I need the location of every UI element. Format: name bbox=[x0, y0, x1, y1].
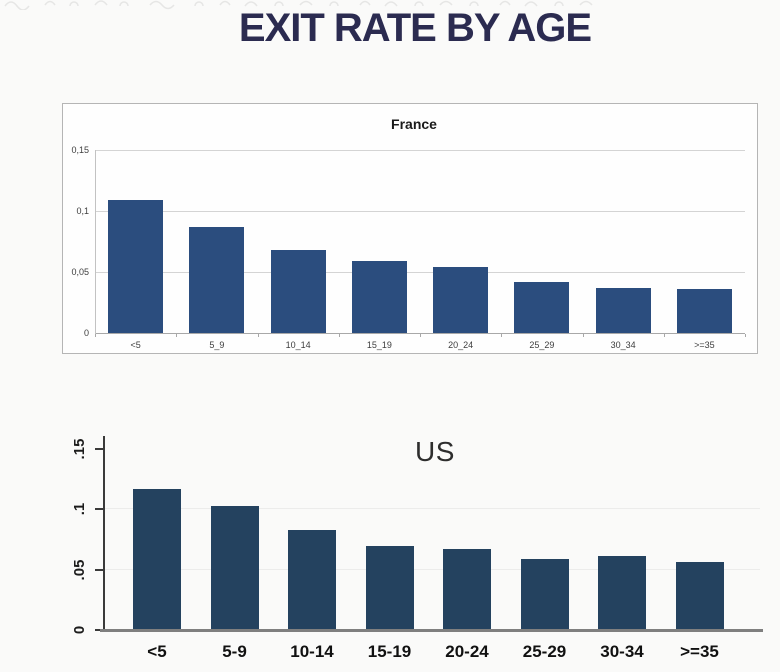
france-bar-10_14 bbox=[270, 250, 326, 333]
france-gridline-0,1 bbox=[95, 211, 745, 212]
us-x-tick-label: 30-34 bbox=[600, 642, 644, 661]
france-y-tick-label: 0,1 bbox=[76, 206, 89, 216]
france-x-tick-label: <5 bbox=[130, 340, 141, 350]
france-baseline bbox=[95, 333, 745, 334]
france-gridline-0,05 bbox=[95, 272, 745, 273]
france-x-tick-label: 15_19 bbox=[366, 340, 392, 350]
cropped-handwriting-artifact bbox=[4, 0, 593, 10]
france-x-tick-label: 30_34 bbox=[610, 340, 636, 350]
us-bar-20-24 bbox=[443, 549, 491, 629]
us-y-tick-label: .1 bbox=[71, 502, 88, 516]
france-x-axis-tick bbox=[338, 334, 340, 337]
france-x-axis-tick bbox=[501, 334, 503, 337]
us-bar-15-19 bbox=[365, 545, 414, 629]
france-x-tick-label: >=35 bbox=[694, 340, 715, 350]
france-chart-panel bbox=[62, 103, 758, 354]
us-bar-5-9 bbox=[210, 505, 259, 629]
us-bar-25-29 bbox=[520, 558, 569, 629]
france-x-axis-tick bbox=[582, 334, 584, 337]
france-chart-title: France bbox=[391, 116, 437, 132]
france-x-tick-label: 20_24 bbox=[448, 340, 474, 350]
us-x-tick-label: 10-14 bbox=[290, 642, 334, 661]
us-x-axis-line bbox=[100, 629, 763, 632]
us-y-tick-label: .15 bbox=[71, 438, 88, 459]
france-gridline-0,15 bbox=[95, 150, 745, 151]
france-x-tick-label: 25_29 bbox=[529, 340, 555, 350]
us-bar-10-14 bbox=[288, 529, 336, 629]
france-bar-20_24 bbox=[433, 267, 489, 333]
us-y-axis-line bbox=[103, 436, 105, 631]
page-title: EXIT RATE BY AGE bbox=[238, 6, 592, 50]
us-y-axis-tick bbox=[95, 447, 103, 450]
us-y-axis-tick bbox=[95, 508, 103, 510]
france-x-axis-tick bbox=[176, 334, 178, 337]
us-y-tick-label: 0 bbox=[71, 625, 88, 635]
us-x-tick-label: <5 bbox=[147, 642, 167, 661]
france-x-axis-tick bbox=[257, 334, 259, 337]
us-gridline-.05 bbox=[103, 568, 760, 570]
us-gridline-.1 bbox=[103, 508, 760, 509]
us-bar->=35 bbox=[675, 562, 724, 629]
france-y-tick-label: 0 bbox=[83, 328, 89, 338]
france-bar-30_34 bbox=[595, 287, 651, 333]
us-y-axis-tick bbox=[95, 568, 103, 571]
us-y-tick-label: .05 bbox=[71, 559, 88, 580]
france-x-axis-tick bbox=[663, 334, 665, 337]
france-x-axis-tick bbox=[745, 334, 746, 337]
france-bar-25_29 bbox=[514, 281, 570, 333]
france-x-tick-label: 5_9 bbox=[209, 340, 225, 350]
us-x-tick-label: >=35 bbox=[680, 642, 719, 661]
us-x-tick-label: 15-19 bbox=[367, 642, 412, 661]
france-x-axis-tick bbox=[95, 334, 96, 337]
us-bar-30-34 bbox=[598, 556, 646, 629]
france-bar->=35 bbox=[676, 289, 732, 333]
france-y-tick-label: 0,05 bbox=[71, 267, 89, 277]
us-chart-title: US bbox=[415, 436, 455, 467]
us-y-axis-tick bbox=[95, 629, 103, 631]
france-x-tick-label: 10_14 bbox=[285, 340, 311, 350]
france-bar-<5 bbox=[108, 200, 164, 333]
us-x-tick-label: 20-24 bbox=[445, 642, 489, 661]
france-bar-5_9 bbox=[189, 226, 245, 333]
us-x-tick-label: 5-9 bbox=[222, 642, 247, 661]
us-bar-<5 bbox=[133, 488, 181, 629]
us-x-tick-label: 25-29 bbox=[522, 642, 567, 661]
france-x-axis-tick bbox=[420, 334, 421, 337]
france-y-axis-line bbox=[95, 150, 96, 334]
france-bar-15_19 bbox=[351, 261, 407, 333]
france-y-tick-label: 0,15 bbox=[71, 145, 89, 155]
